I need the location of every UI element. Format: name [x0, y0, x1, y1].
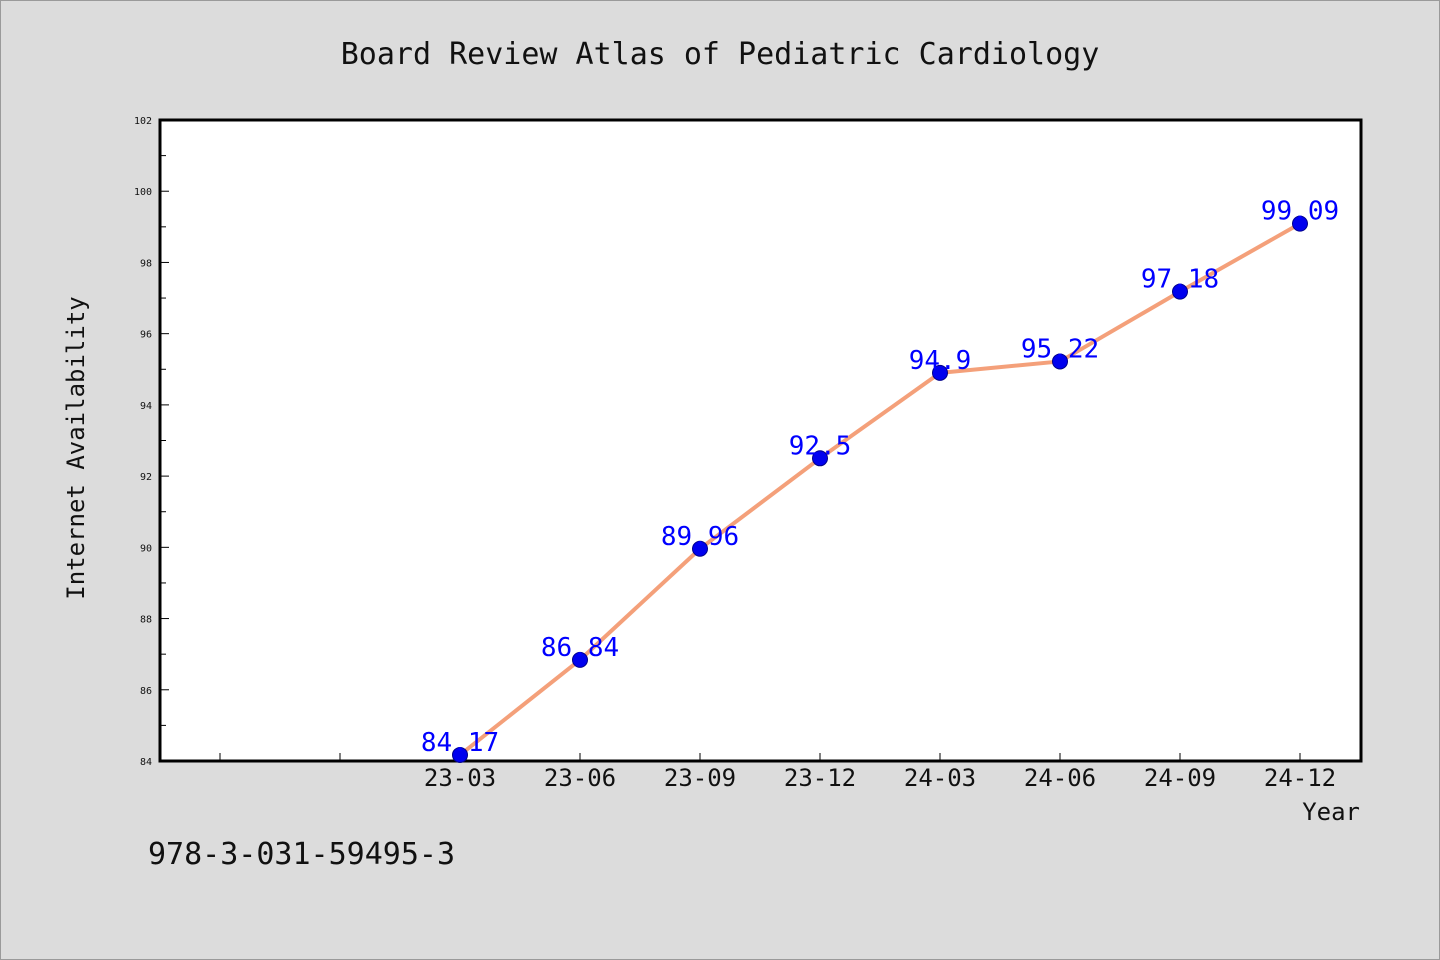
- data-point: [1052, 353, 1068, 370]
- y-tick-label: 90: [140, 543, 152, 554]
- y-axis: 84 86 88 90 92 94 96 98 100 102: [134, 116, 169, 768]
- x-tick-label: 23-03: [424, 764, 496, 792]
- footer-isbn: 978-3-031-59495-3: [148, 837, 455, 872]
- y-tick-label: 96: [140, 330, 152, 341]
- x-axis-label: Year: [1302, 798, 1360, 826]
- data-point: [812, 450, 828, 467]
- y-tick-label: 92: [140, 472, 152, 483]
- x-tick-label: 23-09: [664, 764, 736, 792]
- data-point: [692, 540, 708, 557]
- data-label: 86.84: [541, 633, 619, 663]
- x-tick-label: 24-06: [1024, 764, 1096, 792]
- y-tick-label: 102: [134, 116, 152, 127]
- x-tick-label: 23-12: [784, 764, 856, 792]
- y-tick-label: 86: [140, 686, 152, 697]
- x-axis: 23-03 23-06 23-09 23-12 24-03 24-06 24-09 24-12: [219, 753, 1336, 792]
- y-tick-label: 88: [140, 615, 152, 626]
- data-point: [1292, 215, 1308, 232]
- data-point: [452, 746, 468, 763]
- y-tick-label: 98: [140, 258, 152, 269]
- data-point: [932, 364, 948, 381]
- data-point: [572, 651, 588, 668]
- y-tick-label: 84: [140, 757, 152, 768]
- data-point: [1172, 283, 1188, 300]
- x-tick-label: 24-09: [1144, 764, 1216, 792]
- y-tick-label: 94: [140, 401, 152, 412]
- data-label: 84.17: [421, 728, 499, 758]
- data-label: 94.9: [909, 346, 972, 376]
- x-tick-label: 24-12: [1264, 764, 1336, 792]
- x-tick-label: 23-06: [544, 764, 616, 792]
- series-layer: 84.17 86.84 89.96 92.5 94.9 95.22 97.18 99.09: [421, 197, 1339, 763]
- y-tick-label: 100: [134, 187, 152, 198]
- y-axis-label: Internet Availability: [62, 296, 90, 599]
- series-line: [458, 221, 1301, 757]
- data-label: 92.5: [789, 431, 852, 461]
- data-label: 89.96: [661, 522, 739, 552]
- data-label: 97.18: [1141, 265, 1219, 295]
- chart-title: Board Review Atlas of Pediatric Cardiolo…: [341, 37, 1100, 72]
- x-tick-label: 24-03: [904, 764, 976, 792]
- plot-area: [158, 118, 1363, 763]
- data-label: 95.22: [1021, 334, 1099, 364]
- data-label: 99.09: [1261, 197, 1339, 227]
